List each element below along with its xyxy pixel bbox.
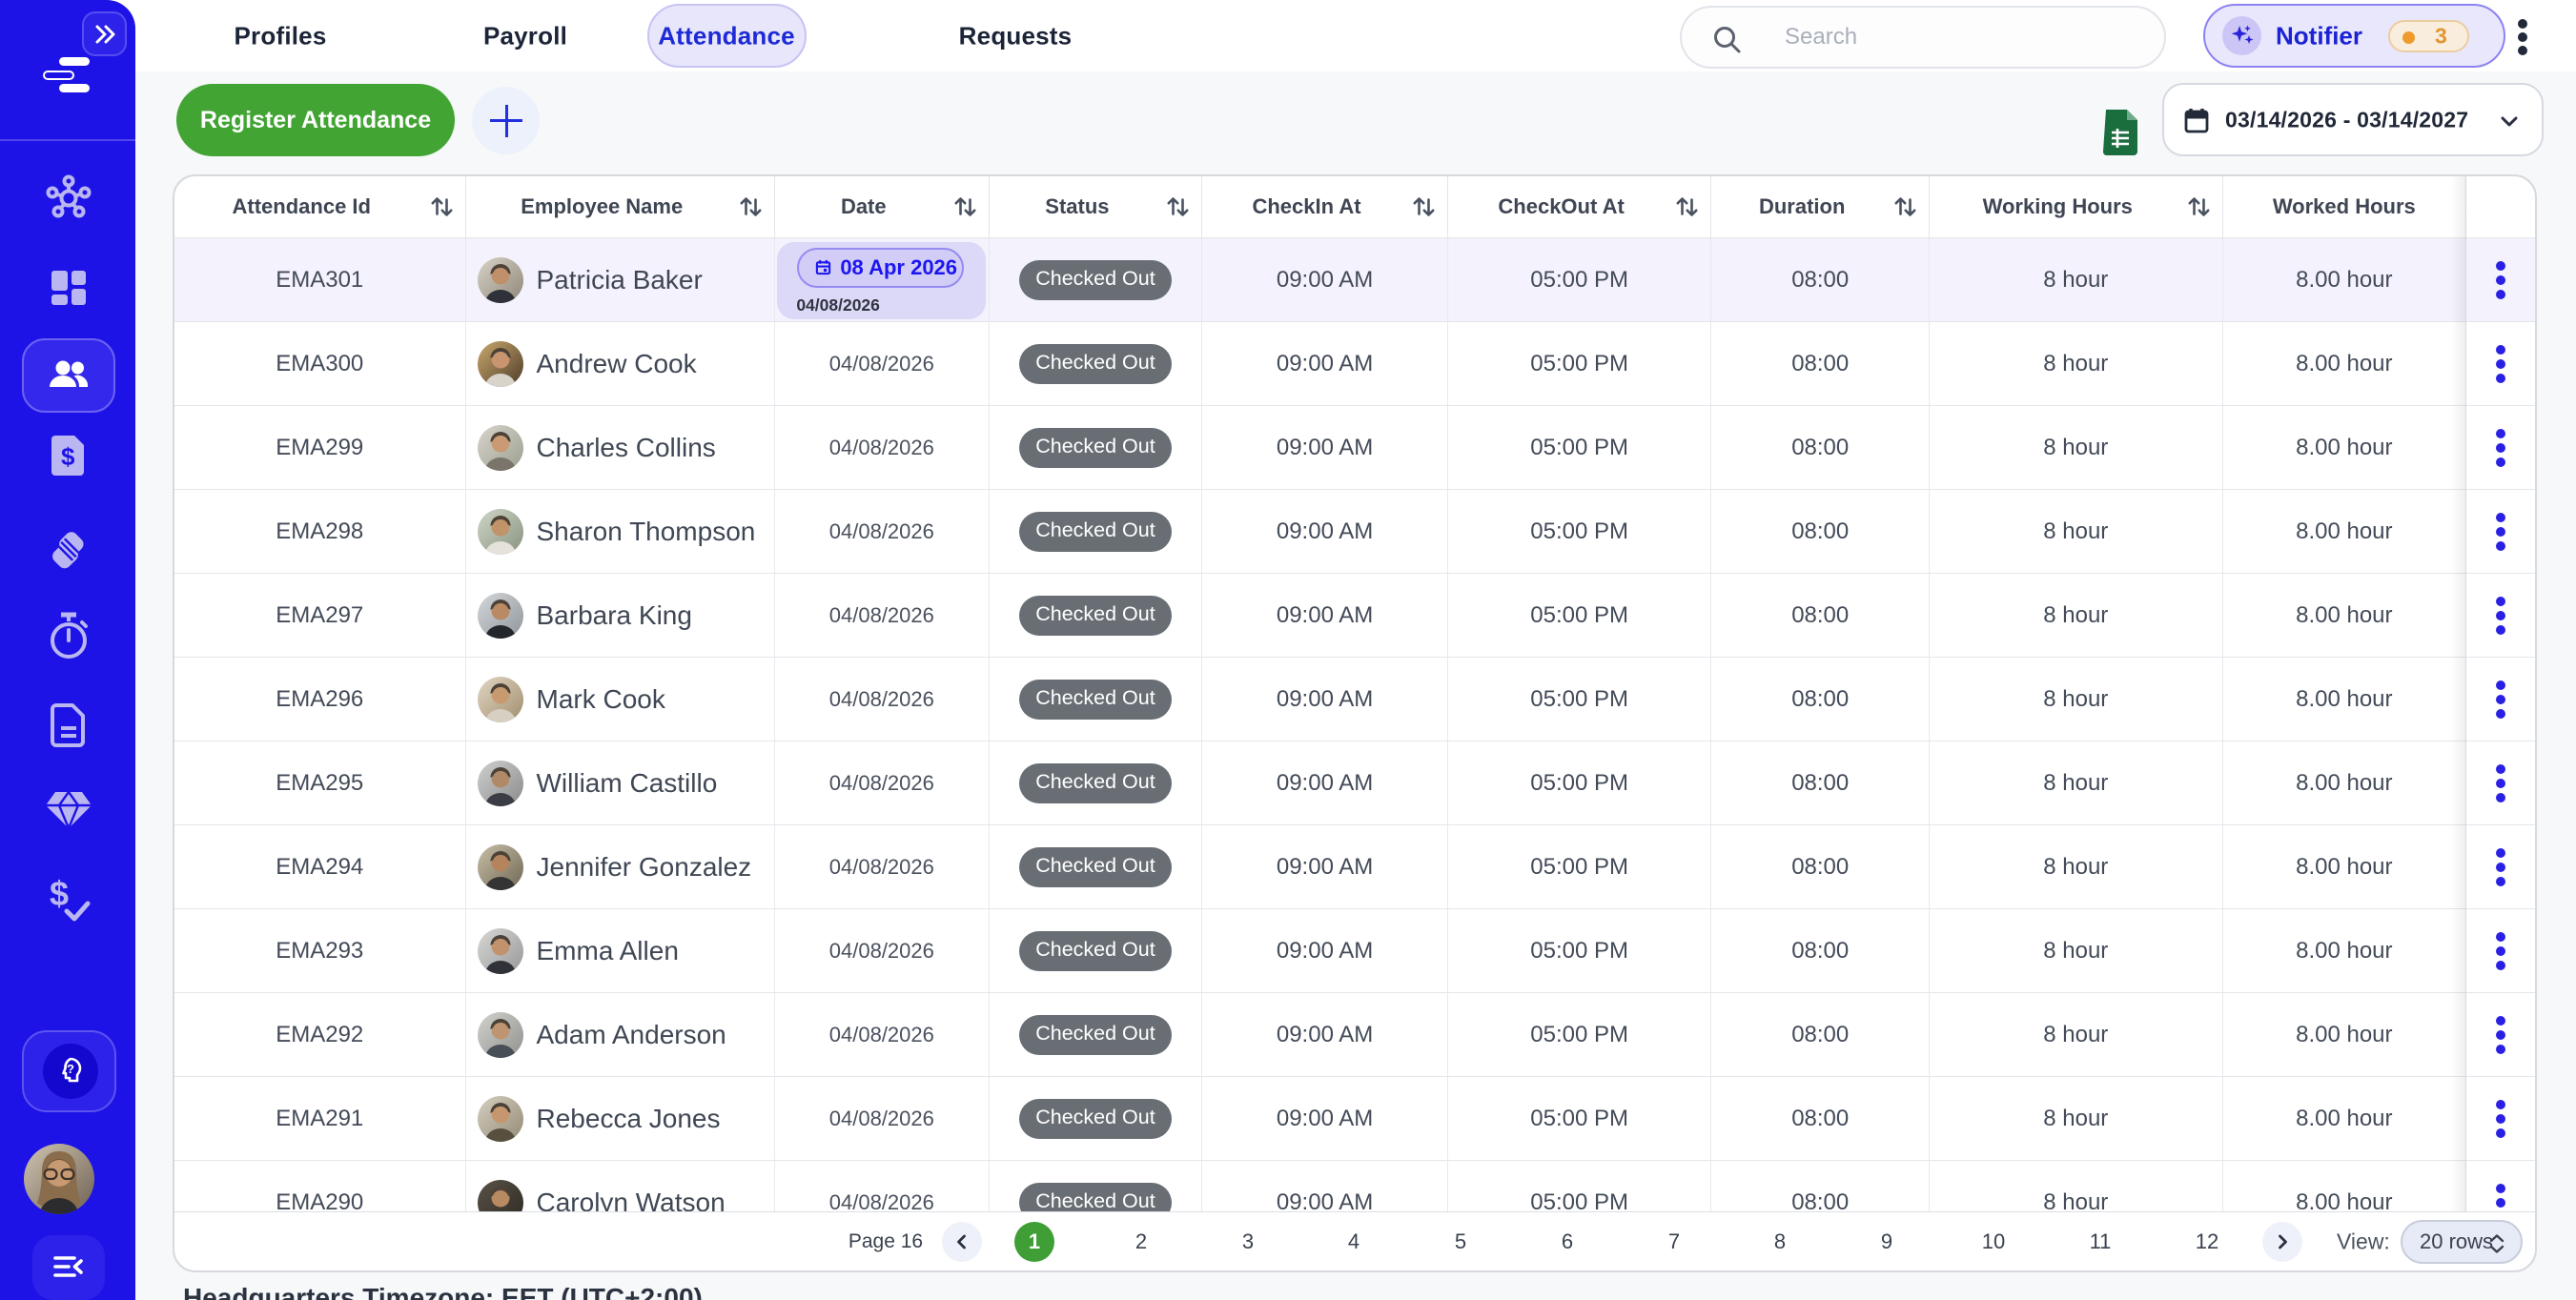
svg-text:$: $ — [50, 874, 69, 913]
svg-text:$: $ — [61, 442, 75, 471]
svg-text:?: ? — [67, 1062, 74, 1076]
